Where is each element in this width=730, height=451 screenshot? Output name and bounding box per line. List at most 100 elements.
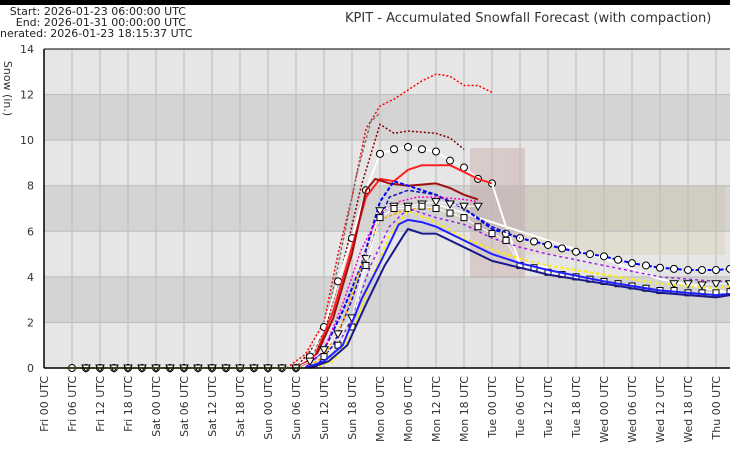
- series-line: [304, 180, 730, 369]
- x-tick-label: Wed 18 UTC: [682, 376, 695, 443]
- series-triangles-right: [669, 280, 730, 290]
- plot-band: [44, 140, 730, 186]
- circle-marker: [670, 264, 678, 273]
- series-line: [304, 218, 730, 369]
- series-line: [295, 177, 479, 369]
- x-tick-label: Sun 12 UTC: [318, 376, 331, 440]
- triangle-marker: [431, 198, 441, 207]
- y-tick-label: 4: [27, 271, 34, 284]
- series-navy-solid: [309, 228, 730, 369]
- triangle-marker: [305, 357, 315, 367]
- triangle-marker: [711, 280, 721, 289]
- chart-title: KPIT - Accumulated Snowfall Forecast (wi…: [345, 11, 712, 26]
- x-tick-label: Tue 00 UTC: [486, 376, 499, 439]
- series-line: [295, 164, 493, 369]
- y-tick-label: 10: [20, 134, 34, 147]
- y-tick-label: 0: [27, 362, 34, 375]
- x-tick-label: Tue 12 UTC: [542, 376, 555, 439]
- y-tick-label: 2: [27, 316, 34, 329]
- plot-band: [44, 322, 730, 368]
- x-tick-label: Mon 06 UTC: [402, 376, 415, 442]
- square-marker: [460, 214, 468, 222]
- x-tick-label: Wed 12 UTC: [654, 376, 667, 443]
- x-tick-label: Sat 18 UTC: [234, 376, 247, 437]
- circle-marker: [376, 149, 384, 158]
- circle-marker: [390, 145, 398, 154]
- circle-marker: [614, 255, 622, 264]
- triangle-marker: [725, 280, 730, 289]
- x-tick-label: Thu 00 UTC: [710, 376, 723, 441]
- x-tick-label: Wed 06 UTC: [626, 376, 639, 443]
- x-tick-label: Sun 06 UTC: [290, 376, 303, 440]
- series-red-solid: [295, 164, 493, 369]
- y-axis-label: Snow (in.): [1, 61, 14, 116]
- x-tick-label: Sat 06 UTC: [178, 376, 191, 437]
- y-tick-label: 14: [20, 43, 34, 56]
- triangle-marker: [459, 202, 469, 212]
- triangle-marker: [445, 200, 455, 209]
- start-time: Start: 2026-01-23 06:00:00 UTC: [9, 5, 186, 18]
- x-tick-label: Fri 00 UTC: [38, 376, 51, 432]
- series-blue-dashed-circles: [304, 180, 730, 369]
- plot-band: [44, 94, 730, 141]
- circle-marker: [404, 142, 412, 151]
- x-tick-label: Sun 18 UTC: [346, 376, 359, 440]
- x-tick-label: Fri 18 UTC: [122, 376, 135, 432]
- circle-marker: [712, 266, 720, 275]
- x-tick-label: Fri 12 UTC: [94, 376, 107, 432]
- watermark-shape: [470, 148, 525, 278]
- x-tick-label: Fri 06 UTC: [66, 376, 79, 432]
- series-line: [309, 228, 730, 369]
- series-gray-dashed: [295, 112, 381, 369]
- series-line: [314, 207, 730, 369]
- square-marker: [418, 202, 426, 210]
- circle-marker: [558, 244, 566, 253]
- square-marker: [474, 223, 482, 231]
- circle-marker: [516, 234, 524, 243]
- top-bar: [0, 0, 730, 5]
- circle-marker: [600, 252, 608, 261]
- series-line: [295, 123, 465, 369]
- y-tick-label: 12: [20, 89, 34, 102]
- circle-marker: [642, 261, 650, 270]
- circle-marker: [628, 259, 636, 268]
- x-tick-label: Mon 12 UTC: [430, 376, 443, 442]
- generated-time: nerated: 2026-01-23 18:15:37 UTC: [0, 27, 193, 40]
- series-darkred-solid: [295, 177, 479, 369]
- series-line: [72, 146, 493, 369]
- circle-marker: [530, 237, 538, 246]
- y-tick-label: 6: [27, 225, 34, 238]
- square-marker: [432, 205, 440, 212]
- x-tick-label: Sun 00 UTC: [262, 376, 275, 440]
- series-line: [286, 73, 493, 369]
- plot-band: [44, 276, 730, 323]
- series-line: [67, 209, 730, 369]
- x-tick-label: Tue 06 UTC: [514, 376, 527, 439]
- square-marker: [320, 353, 328, 361]
- triangle-marker: [333, 330, 343, 339]
- x-tick-label: Sat 00 UTC: [150, 376, 163, 437]
- x-tick-label: Tue 18 UTC: [570, 376, 583, 439]
- square-marker: [446, 209, 454, 217]
- circle-marker: [446, 156, 454, 165]
- triangle-marker: [697, 281, 707, 290]
- plot-band: [44, 49, 730, 95]
- series-darkred-dotted: [295, 123, 465, 369]
- circle-marker: [544, 240, 552, 249]
- square-marker: [376, 214, 384, 222]
- y-tick-label: 8: [27, 180, 34, 193]
- circle-marker: [726, 264, 730, 273]
- circle-marker: [586, 250, 594, 259]
- triangle-marker: [473, 202, 483, 212]
- triangle-marker: [319, 346, 329, 355]
- series-yellow-dotted: [67, 209, 730, 369]
- circle-marker: [684, 266, 692, 275]
- end-time: End: 2026-01-31 00:00:00 UTC: [15, 16, 186, 29]
- series-red-dotted: [286, 73, 493, 369]
- circle-marker: [656, 263, 664, 272]
- circle-marker: [572, 247, 580, 256]
- triangle-marker: [683, 280, 693, 289]
- square-marker: [362, 261, 370, 269]
